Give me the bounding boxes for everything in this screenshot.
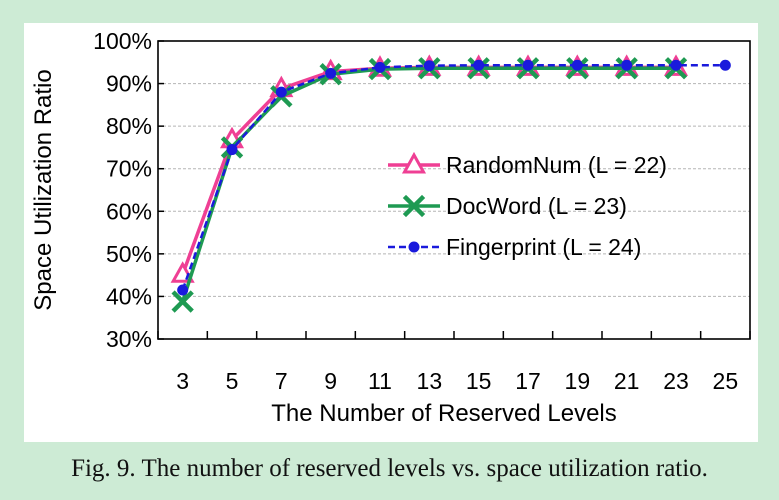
y-tick-label: 60% bbox=[106, 198, 152, 224]
data-point bbox=[473, 59, 485, 71]
x-tick-label: 21 bbox=[614, 368, 640, 394]
data-point bbox=[171, 290, 194, 313]
y-tick-label: 90% bbox=[106, 71, 152, 97]
x-tick-label: 13 bbox=[417, 368, 443, 394]
legend-marker bbox=[402, 194, 426, 218]
legend-marker bbox=[401, 151, 427, 174]
y-tick-label: 100% bbox=[93, 28, 152, 54]
y-tick-label: 40% bbox=[106, 283, 152, 309]
series-line bbox=[181, 64, 726, 291]
x-tick-label: 3 bbox=[176, 368, 189, 394]
figure-panel: 30% 40% 50% 60% 70% 80% 90% 100% 3 5 7 9 11 13 15 17 19 2… bbox=[24, 23, 758, 442]
x-tick-label: 25 bbox=[713, 368, 739, 394]
x-tick-label: 9 bbox=[324, 368, 337, 394]
y-tick-label: 30% bbox=[106, 326, 152, 352]
x-tick-label: 15 bbox=[466, 368, 492, 394]
data-point bbox=[522, 59, 534, 71]
line-chart: 30% 40% 50% 60% 70% 80% 90% 100% 3 5 7 9 11 13 15 17 19 2… bbox=[30, 28, 751, 427]
data-point bbox=[571, 59, 583, 71]
y-tick-label: 50% bbox=[106, 241, 152, 267]
legend-item: Fingerprint (L = 24) bbox=[388, 234, 641, 260]
legend-marker bbox=[408, 241, 420, 253]
data-point bbox=[226, 144, 238, 156]
x-tick-label: 17 bbox=[515, 368, 541, 394]
data-point bbox=[374, 61, 386, 73]
data-point bbox=[275, 86, 287, 98]
legend-label: DocWord (L = 23) bbox=[446, 193, 627, 219]
series-3 bbox=[177, 59, 731, 296]
y-axis-label: Space Utilization Ratio bbox=[30, 69, 57, 310]
legend-item: DocWord (L = 23) bbox=[388, 193, 627, 219]
x-tick-label: 11 bbox=[368, 368, 392, 394]
x-tick-label: 19 bbox=[565, 368, 591, 394]
data-point bbox=[423, 60, 435, 72]
plot-frame bbox=[157, 40, 751, 340]
data-point-stroke bbox=[171, 290, 194, 313]
figure-caption: Fig. 9. The number of reserved levels vs… bbox=[71, 455, 708, 482]
x-axis-label: The Number of Reserved Levels bbox=[271, 400, 617, 427]
x-tick-label: 23 bbox=[663, 368, 689, 394]
data-point bbox=[325, 67, 337, 79]
legend-marker-stroke bbox=[402, 194, 426, 218]
data-point bbox=[670, 59, 682, 71]
data-point bbox=[621, 59, 633, 71]
legend-label: Fingerprint (L = 24) bbox=[446, 234, 641, 260]
x-tick-label: 7 bbox=[275, 368, 288, 394]
legend-item: RandomNum (L = 22) bbox=[388, 151, 667, 178]
series-line bbox=[180, 66, 676, 303]
data-point bbox=[177, 284, 189, 296]
legend: RandomNum (L = 22) DocWord (L = 23) Finger… bbox=[388, 151, 667, 260]
data-point bbox=[719, 59, 731, 71]
series-2 bbox=[171, 57, 688, 313]
x-tick-label: 5 bbox=[226, 368, 239, 394]
y-tick-label: 80% bbox=[106, 113, 152, 139]
legend-label: RandomNum (L = 22) bbox=[446, 152, 667, 178]
y-tick-label: 70% bbox=[106, 156, 152, 182]
